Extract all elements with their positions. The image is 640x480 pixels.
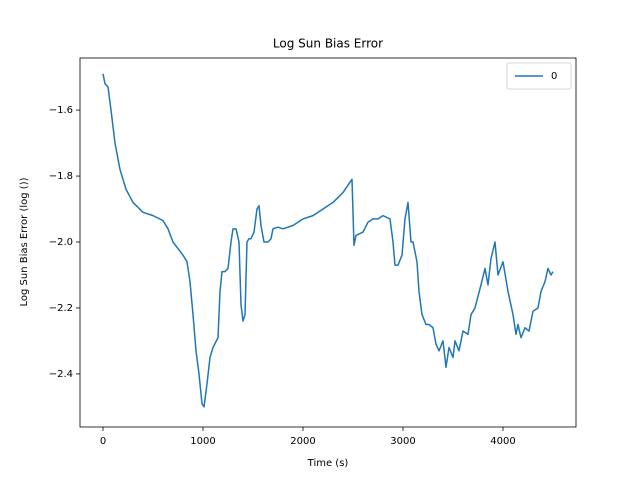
- line-series: [102, 73, 554, 408]
- x-tick-label: 1000: [190, 436, 215, 447]
- x-axis-label: Time (s): [307, 458, 349, 469]
- chart-title: Log Sun Bias Error: [273, 37, 383, 51]
- y-tick-label: −1.8: [49, 171, 73, 182]
- y-tick-label: −2.2: [49, 303, 73, 314]
- y-axis-label: Log Sun Bias Error (log ()): [19, 177, 30, 306]
- x-tick-label: 4000: [490, 436, 515, 447]
- y-tick-label: −1.6: [49, 105, 73, 116]
- x-tick-label: 2000: [290, 436, 315, 447]
- x-tick-label: 0: [100, 436, 106, 447]
- x-tick-label: 3000: [390, 436, 415, 447]
- plot-frame: [79, 57, 577, 428]
- y-tick-label: −2.4: [49, 369, 73, 380]
- legend-label: 0: [551, 71, 557, 82]
- y-tick-label: −2.0: [49, 237, 73, 248]
